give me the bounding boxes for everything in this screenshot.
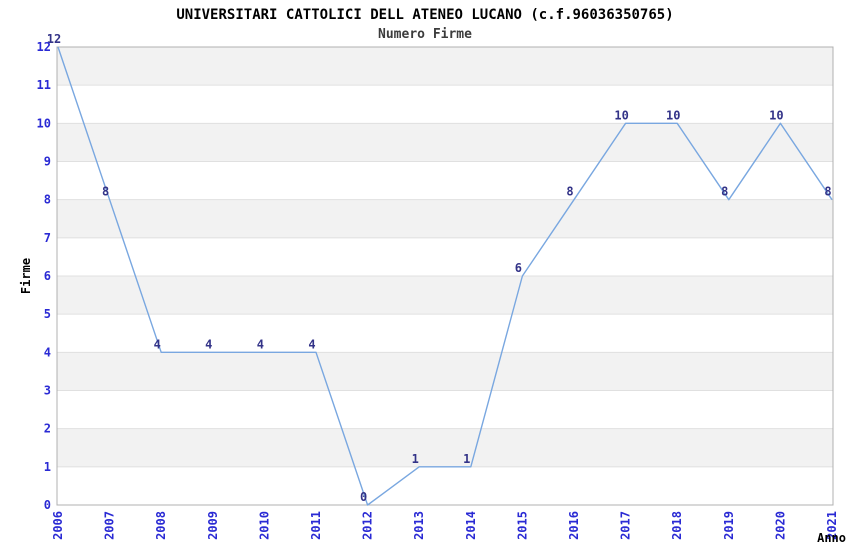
point-label: 10 (769, 108, 783, 122)
x-tick-label: 2008 (154, 511, 168, 540)
y-tick-label: 2 (44, 422, 51, 436)
plot-band (57, 428, 833, 467)
point-label: 4 (257, 337, 264, 351)
plot-band (57, 47, 833, 86)
x-axis-title: Anno (817, 531, 846, 545)
x-tick-label: 2007 (103, 511, 117, 540)
point-label: 0 (360, 490, 367, 504)
point-label: 12 (47, 32, 61, 46)
series-line (57, 46, 833, 506)
point-label: 6 (515, 261, 522, 275)
y-tick-label: 1 (44, 460, 51, 474)
y-tick-label: 3 (44, 384, 51, 398)
x-tick-label: 2013 (412, 511, 426, 540)
point-label: 10 (666, 108, 680, 122)
x-tick-label: 2009 (206, 511, 220, 540)
plot-band (57, 352, 833, 391)
point-label: 8 (721, 185, 728, 199)
point-label: 10 (614, 108, 628, 122)
x-tick-label: 2019 (722, 511, 736, 540)
x-tick-label: 2010 (257, 511, 271, 540)
chart-title: UNIVERSITARI CATTOLICI DELL ATENEO LUCAN… (176, 7, 674, 23)
y-tick-label: 0 (44, 498, 51, 512)
plot-band (57, 276, 833, 315)
y-tick-label: 5 (44, 307, 51, 321)
x-tick-label: 2012 (361, 511, 375, 540)
x-tick-label: 2017 (619, 511, 633, 540)
y-tick-label: 11 (37, 78, 51, 92)
y-tick-label: 9 (44, 155, 51, 169)
x-tick-label: 2011 (309, 511, 323, 540)
x-tick-label: 2020 (773, 511, 787, 540)
x-tick-label: 2014 (464, 511, 478, 540)
x-tick-label: 2016 (567, 511, 581, 540)
point-label: 4 (205, 337, 212, 351)
y-tick-label: 10 (37, 116, 51, 130)
y-tick-label: 6 (44, 269, 51, 283)
point-label: 1 (463, 452, 470, 466)
y-tick-label: 7 (44, 231, 51, 245)
point-label: 1 (412, 452, 419, 466)
y-tick-label: 8 (44, 193, 51, 207)
point-label: 8 (102, 185, 109, 199)
x-tick-label: 2006 (51, 511, 65, 540)
point-label: 4 (154, 337, 161, 351)
point-label: 8 (566, 185, 573, 199)
y-tick-label: 12 (37, 40, 51, 54)
x-tick-label: 2018 (670, 511, 684, 540)
point-label: 8 (824, 185, 831, 199)
x-tick-label: 2021 (825, 511, 839, 540)
plot-border (56, 46, 834, 506)
y-tick-label: 4 (44, 345, 51, 359)
plot-band (57, 123, 833, 162)
point-label: 4 (308, 337, 315, 351)
plot-band (57, 199, 833, 238)
x-tick-label: 2015 (515, 511, 529, 540)
chart-subtitle: Numero Firme (378, 27, 472, 42)
